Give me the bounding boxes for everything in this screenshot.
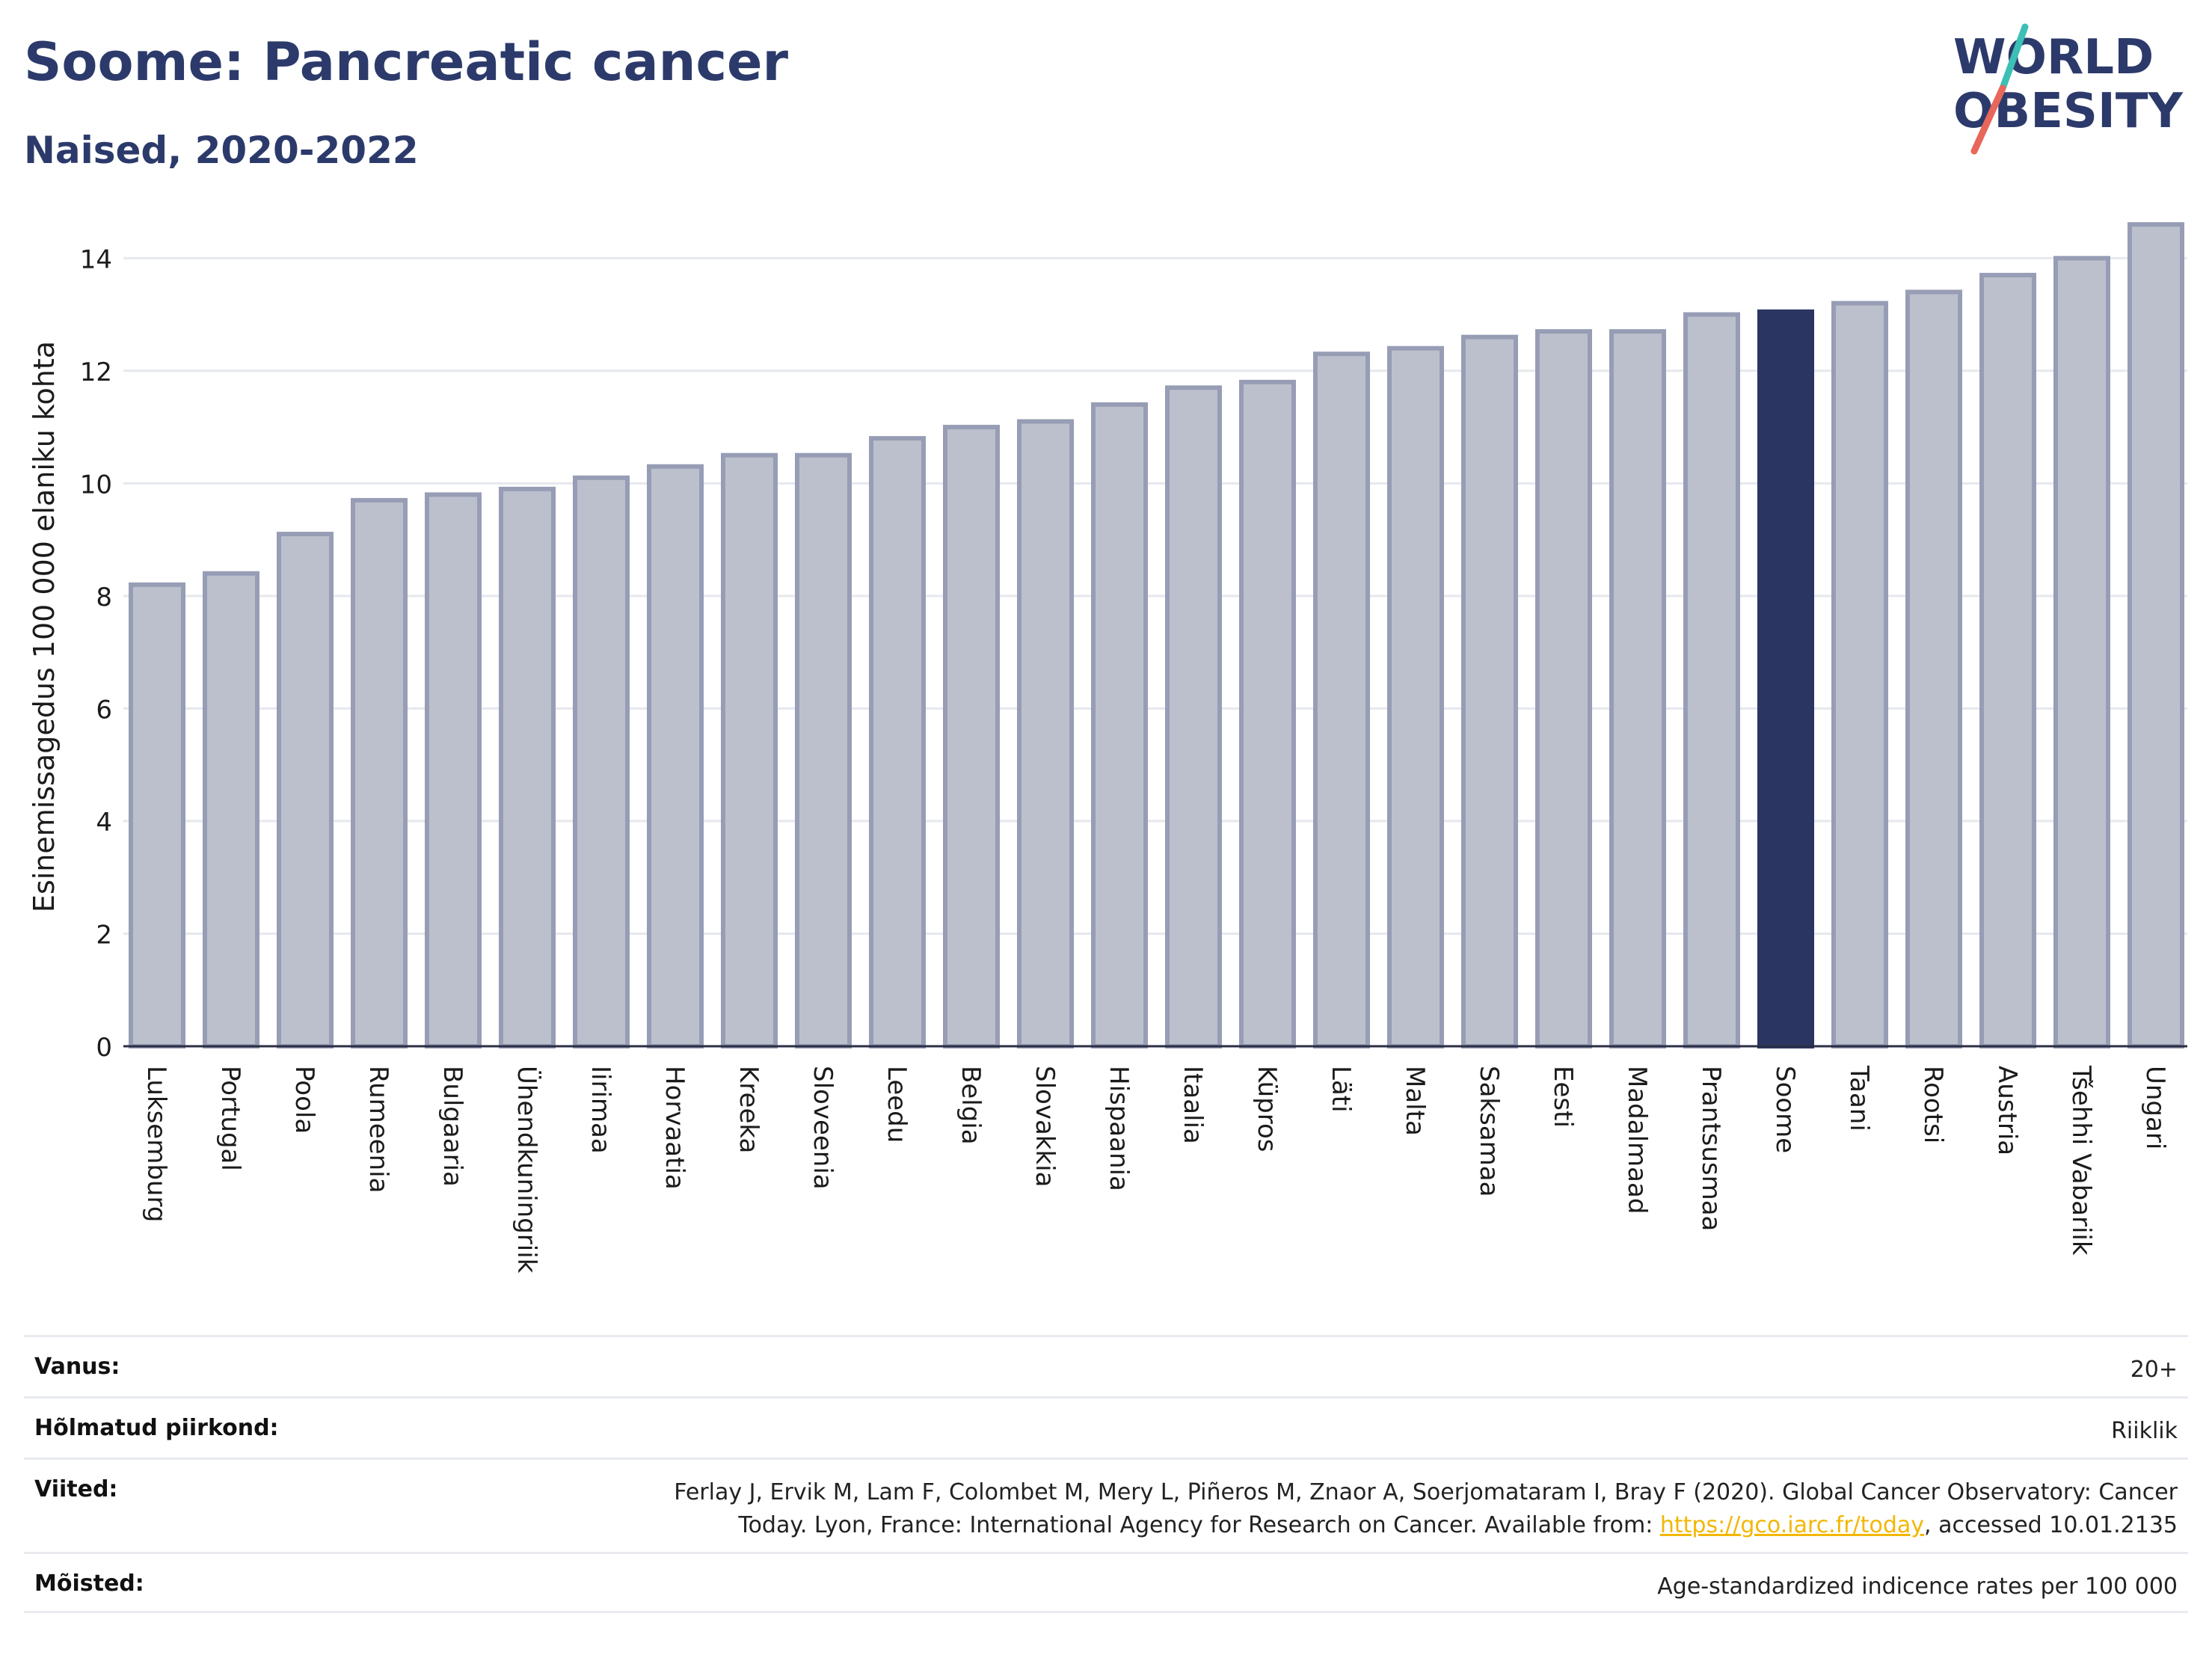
y-tick-label: 10 xyxy=(80,470,112,500)
x-tick-label: Rootsi xyxy=(1918,1066,1948,1143)
bar-hispaania xyxy=(1091,402,1148,1048)
definitions-value: Age-standardized indicence rates per 100… xyxy=(1657,1573,2178,1600)
x-tick-label: Ungari xyxy=(2140,1066,2170,1149)
bar-iirimaa xyxy=(573,475,630,1048)
info-row-region: Hõlmatud piirkond: Riiklik xyxy=(24,1396,2188,1458)
x-tick-label: Iirimaa xyxy=(586,1066,615,1154)
chart-subtitle: Naised, 2020-2022 xyxy=(24,129,419,172)
x-tick-label: Itaalia xyxy=(1178,1066,1208,1144)
bar-itaalia xyxy=(1165,385,1222,1048)
x-tick-label: Taani xyxy=(1844,1065,1874,1132)
x-tick-label: Hispaania xyxy=(1104,1066,1134,1191)
bar-madalmaad xyxy=(1609,329,1666,1048)
bar-malta xyxy=(1387,346,1444,1048)
bar-bulgaaria xyxy=(425,492,482,1048)
definitions-label: Mõisted: xyxy=(34,1570,144,1597)
logo-text-world: WORLD xyxy=(1953,30,2154,85)
info-row-definitions: Mõisted: Age-standardized indicence rate… xyxy=(24,1552,2188,1613)
x-tick-label: Austria xyxy=(1992,1066,2022,1155)
y-tick-label: 2 xyxy=(96,920,112,950)
bar-prantsusmaa xyxy=(1683,312,1740,1048)
y-tick-label: 14 xyxy=(80,245,112,274)
bar-luksemburg xyxy=(129,582,185,1048)
y-tick-labels: 0 2 4 6 8 10 12 14 xyxy=(80,245,112,1063)
y-tick-label: 4 xyxy=(96,808,112,838)
references-line-2-end: , accessed 10.01.2135 xyxy=(1924,1512,2178,1538)
bars xyxy=(129,222,2184,1049)
references-line-1: Ferlay J, Ervik M, Lam F, Colombet M, Me… xyxy=(674,1479,2178,1505)
region-value: Riiklik xyxy=(2111,1418,2178,1444)
age-value: 20+ xyxy=(2130,1357,2178,1383)
info-table: Vanus: 20+ Hõlmatud piirkond: Riiklik Vi… xyxy=(24,1335,2188,1613)
bar-belgia xyxy=(943,425,1000,1048)
x-tick-label: Ühendkuningriik xyxy=(511,1066,542,1274)
x-tick-label: Küpros xyxy=(1252,1066,1282,1152)
bar-austria xyxy=(1979,272,2036,1048)
x-tick-label: Horvaatia xyxy=(660,1066,689,1190)
x-tick-label: Eesti xyxy=(1548,1066,1578,1128)
x-tick-label: Luksemburg xyxy=(141,1066,171,1222)
x-tick-label: Prantsusmaa xyxy=(1696,1066,1726,1231)
y-axis-label: Esinemissagedus 100 000 elaniku kohta xyxy=(28,341,61,912)
bar-küpros xyxy=(1239,379,1296,1048)
logo-slash-coral xyxy=(1970,85,2006,155)
region-label: Hõlmatud piirkond: xyxy=(34,1415,279,1441)
references-link[interactable]: https://gco.iarc.fr/today xyxy=(1659,1512,1925,1538)
bar-slovakkia xyxy=(1017,419,1074,1048)
bar-horvaatia xyxy=(647,464,704,1048)
bar-eesti xyxy=(1535,329,1592,1048)
age-label: Vanus: xyxy=(34,1354,120,1380)
x-tick-labels: Luksemburg Portugal Poola Rumeenia Bulgaaria… xyxy=(141,1065,2170,1274)
bar-soome xyxy=(1757,309,1814,1048)
info-row-references: Viited: Ferlay J, Ervik M, Lam F, Colomb… xyxy=(24,1458,2188,1552)
bar-ühendkuningriik xyxy=(499,486,556,1048)
bar-chart: Luksemburg Portugal Poola Rumeenia Bulgaaria… xyxy=(28,222,2187,1274)
chart-title: Soome: Pancreatic cancer xyxy=(24,31,788,93)
x-tick-label: Rumeenia xyxy=(363,1066,393,1193)
world-obesity-logo: WORLD OBESITY xyxy=(1953,23,2183,155)
bar-tšehhi-vabariik xyxy=(2053,256,2110,1048)
bar-leedu xyxy=(869,436,926,1048)
x-tick-label: Sloveenia xyxy=(808,1066,838,1190)
info-row-age: Vanus: 20+ xyxy=(24,1335,2188,1396)
y-tick-label: 12 xyxy=(80,357,112,387)
bar-kreeka xyxy=(721,452,778,1048)
bar-sloveenia xyxy=(795,452,852,1048)
x-tick-label: Kreeka xyxy=(734,1066,764,1153)
x-tick-label: Belgia xyxy=(956,1066,986,1145)
x-tick-label: Tšehhi Vabariik xyxy=(2066,1065,2096,1256)
x-tick-label: Malta xyxy=(1400,1066,1430,1136)
x-tick-label: Portugal xyxy=(215,1066,245,1171)
bar-portugal xyxy=(203,571,259,1048)
x-tick-label: Läti xyxy=(1326,1066,1356,1113)
x-tick-label: Slovakkia xyxy=(1030,1066,1060,1187)
bar-poola xyxy=(277,532,334,1048)
x-tick-label: Poola xyxy=(289,1066,319,1134)
bar-rumeenia xyxy=(351,497,408,1048)
y-tick-label: 6 xyxy=(96,695,112,725)
references-label: Viited: xyxy=(34,1476,118,1502)
x-tick-label: Soome xyxy=(1770,1066,1800,1153)
x-tick-label: Saksamaa xyxy=(1474,1066,1504,1197)
bar-taani xyxy=(1831,301,1888,1049)
references-value: Ferlay J, Ervik M, Lam F, Colombet M, Me… xyxy=(674,1476,2178,1542)
bar-läti xyxy=(1313,351,1370,1049)
x-tick-label: Bulgaaria xyxy=(437,1066,467,1187)
bar-rootsi xyxy=(1905,289,1962,1048)
y-tick-label: 8 xyxy=(96,583,112,612)
x-tick-label: Madalmaad xyxy=(1622,1066,1652,1214)
y-tick-label: 0 xyxy=(96,1033,112,1063)
bar-ungari xyxy=(2127,222,2184,1048)
x-tick-label: Leedu xyxy=(882,1066,912,1143)
references-line-2-start: Today. Lyon, France: International Agenc… xyxy=(738,1512,1660,1538)
logo-slash-teal xyxy=(1999,23,2029,92)
bar-saksamaa xyxy=(1461,334,1518,1048)
